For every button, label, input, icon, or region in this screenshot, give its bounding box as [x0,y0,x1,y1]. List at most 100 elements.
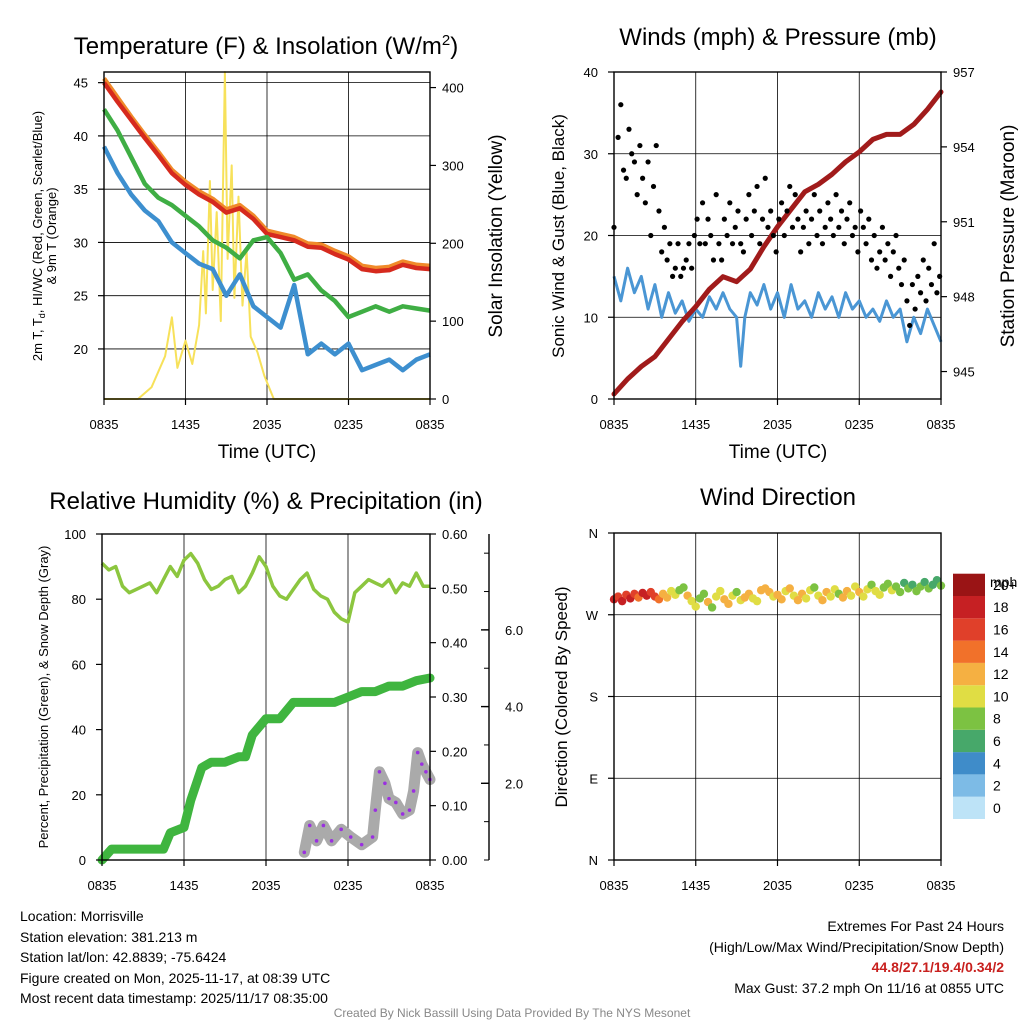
direction-ylabel: Direction (Colored By Speed) [552,586,571,807]
gust-point [656,208,662,214]
series-line-sonic-wind [612,266,943,368]
gust-point [618,102,624,108]
direction-point [724,599,733,609]
snow-depth-point [387,796,391,801]
gust-point [814,232,820,239]
gust-point [738,241,744,247]
gust-point [874,265,880,271]
y-tick-label: 10 [584,310,598,325]
series-line-rh [100,551,430,624]
winds-panel: Winds (mph) & Pressure (mb) 0 10 20 30 40 94… [549,24,1019,463]
gust-point [620,167,627,173]
series-line-td [102,108,431,320]
direction-point [707,603,717,612]
gust-point [806,241,812,247]
gust-point [896,265,902,271]
y-tick-label: 60 [72,657,86,672]
gust-point [917,290,924,296]
colorbar-swatch [953,596,985,619]
gust-point [710,257,717,263]
extremes-title: Extremes For Past 24 Hours [827,918,1004,934]
winds-title: Winds (mph) & Pressure (mb) [619,24,936,51]
gust-point [841,241,847,247]
y2-tick-label: 400 [442,81,464,96]
gust-point [915,273,921,279]
direction-point [793,596,803,605]
direction-point [617,596,627,606]
y-tick-label: 20 [584,229,598,244]
colorbar-swatch [953,618,985,641]
gust-point [798,249,804,255]
temperature-ylabel-line1: 2m T, Td, HI/WC (Red, Green, Scarlet/Blu… [30,111,47,361]
y2-tick-label: 954 [953,140,975,155]
snow-depth-point [415,750,420,755]
gust-point [705,216,711,222]
colorbar-label: 12 [993,666,1009,682]
direction-point [732,587,741,597]
y-tick-label: 80 [72,592,86,607]
gust-point [678,273,684,279]
x-tick-label: 1435 [681,417,710,432]
gust-point [634,192,640,198]
snow-depth-point [314,839,319,843]
gust-point [765,224,771,230]
gust-point [890,249,896,255]
direction-point [838,593,848,602]
direction-point [662,593,672,602]
y2-tick-label: 957 [953,65,975,80]
gust-point [623,175,629,181]
snow-depth-point [383,781,387,786]
gust-point [650,183,657,190]
gust-point [871,232,877,239]
gust-point [904,298,910,304]
gust-point [838,208,845,214]
gust-point [877,249,883,255]
colorbar-label: 20+ [993,577,1017,593]
y2-tick-label: 0.50 [442,581,467,596]
station-info: Location: Morrisville Station elevation:… [20,906,330,1009]
y-tick-label: W [586,608,599,623]
gust-point [808,216,815,222]
y3-tick-label: 6.0 [505,623,523,638]
y-tick-label: E [589,771,598,786]
gust-point [683,257,689,263]
direction-point [752,596,762,606]
x-tick-label: 0835 [90,417,119,432]
gust-point [746,192,752,198]
gust-point [740,249,747,255]
x-tick-label: 0835 [88,878,117,893]
y-tick-label: 100 [64,527,86,542]
gust-point [689,265,695,271]
direction-panel: Wind Direction N E S W N 0835 1435 2035 0235 083… [552,484,1017,893]
gust-point [898,281,905,288]
gust-point [833,192,839,198]
direction-point [777,595,786,604]
snow-depth-point [420,762,424,766]
gust-point [803,208,809,214]
credit-line: Created By Nick Bassill Using Data Provi… [333,1006,691,1020]
colorbar-label: 0 [993,800,1001,816]
extremes-subtitle: (High/Low/Max Wind/Precipitation/Snow De… [709,938,1004,955]
snow-depth-point [407,808,412,812]
gust-point [866,216,872,222]
gust-point [931,241,937,247]
gust-point [754,183,760,190]
gust-point [882,257,888,263]
temperature-panel: Temperature (F) & Insolation (W/m2) 20 25… [30,32,507,463]
series-line-2m-t [102,81,431,274]
colorbar-label: 10 [993,688,1009,704]
gust-point [648,232,654,239]
gust-point [847,200,853,206]
snow-depth-point [411,789,416,793]
gust-point [830,232,836,239]
gust-point [699,200,706,206]
gust-point [697,241,703,247]
speed-colorbar: mph 0 2 4 6 8 10 12 14 16 18 20+ [953,573,1017,819]
gust-point [751,208,757,214]
y-tick-label: 30 [584,147,598,162]
gust-point [768,208,774,214]
gust-point [800,224,806,230]
y2-tick-label: 0 [442,392,449,407]
gust-point [920,257,926,263]
extremes-info: Extremes For Past 24 Hours (High/Low/Max… [709,916,1004,998]
